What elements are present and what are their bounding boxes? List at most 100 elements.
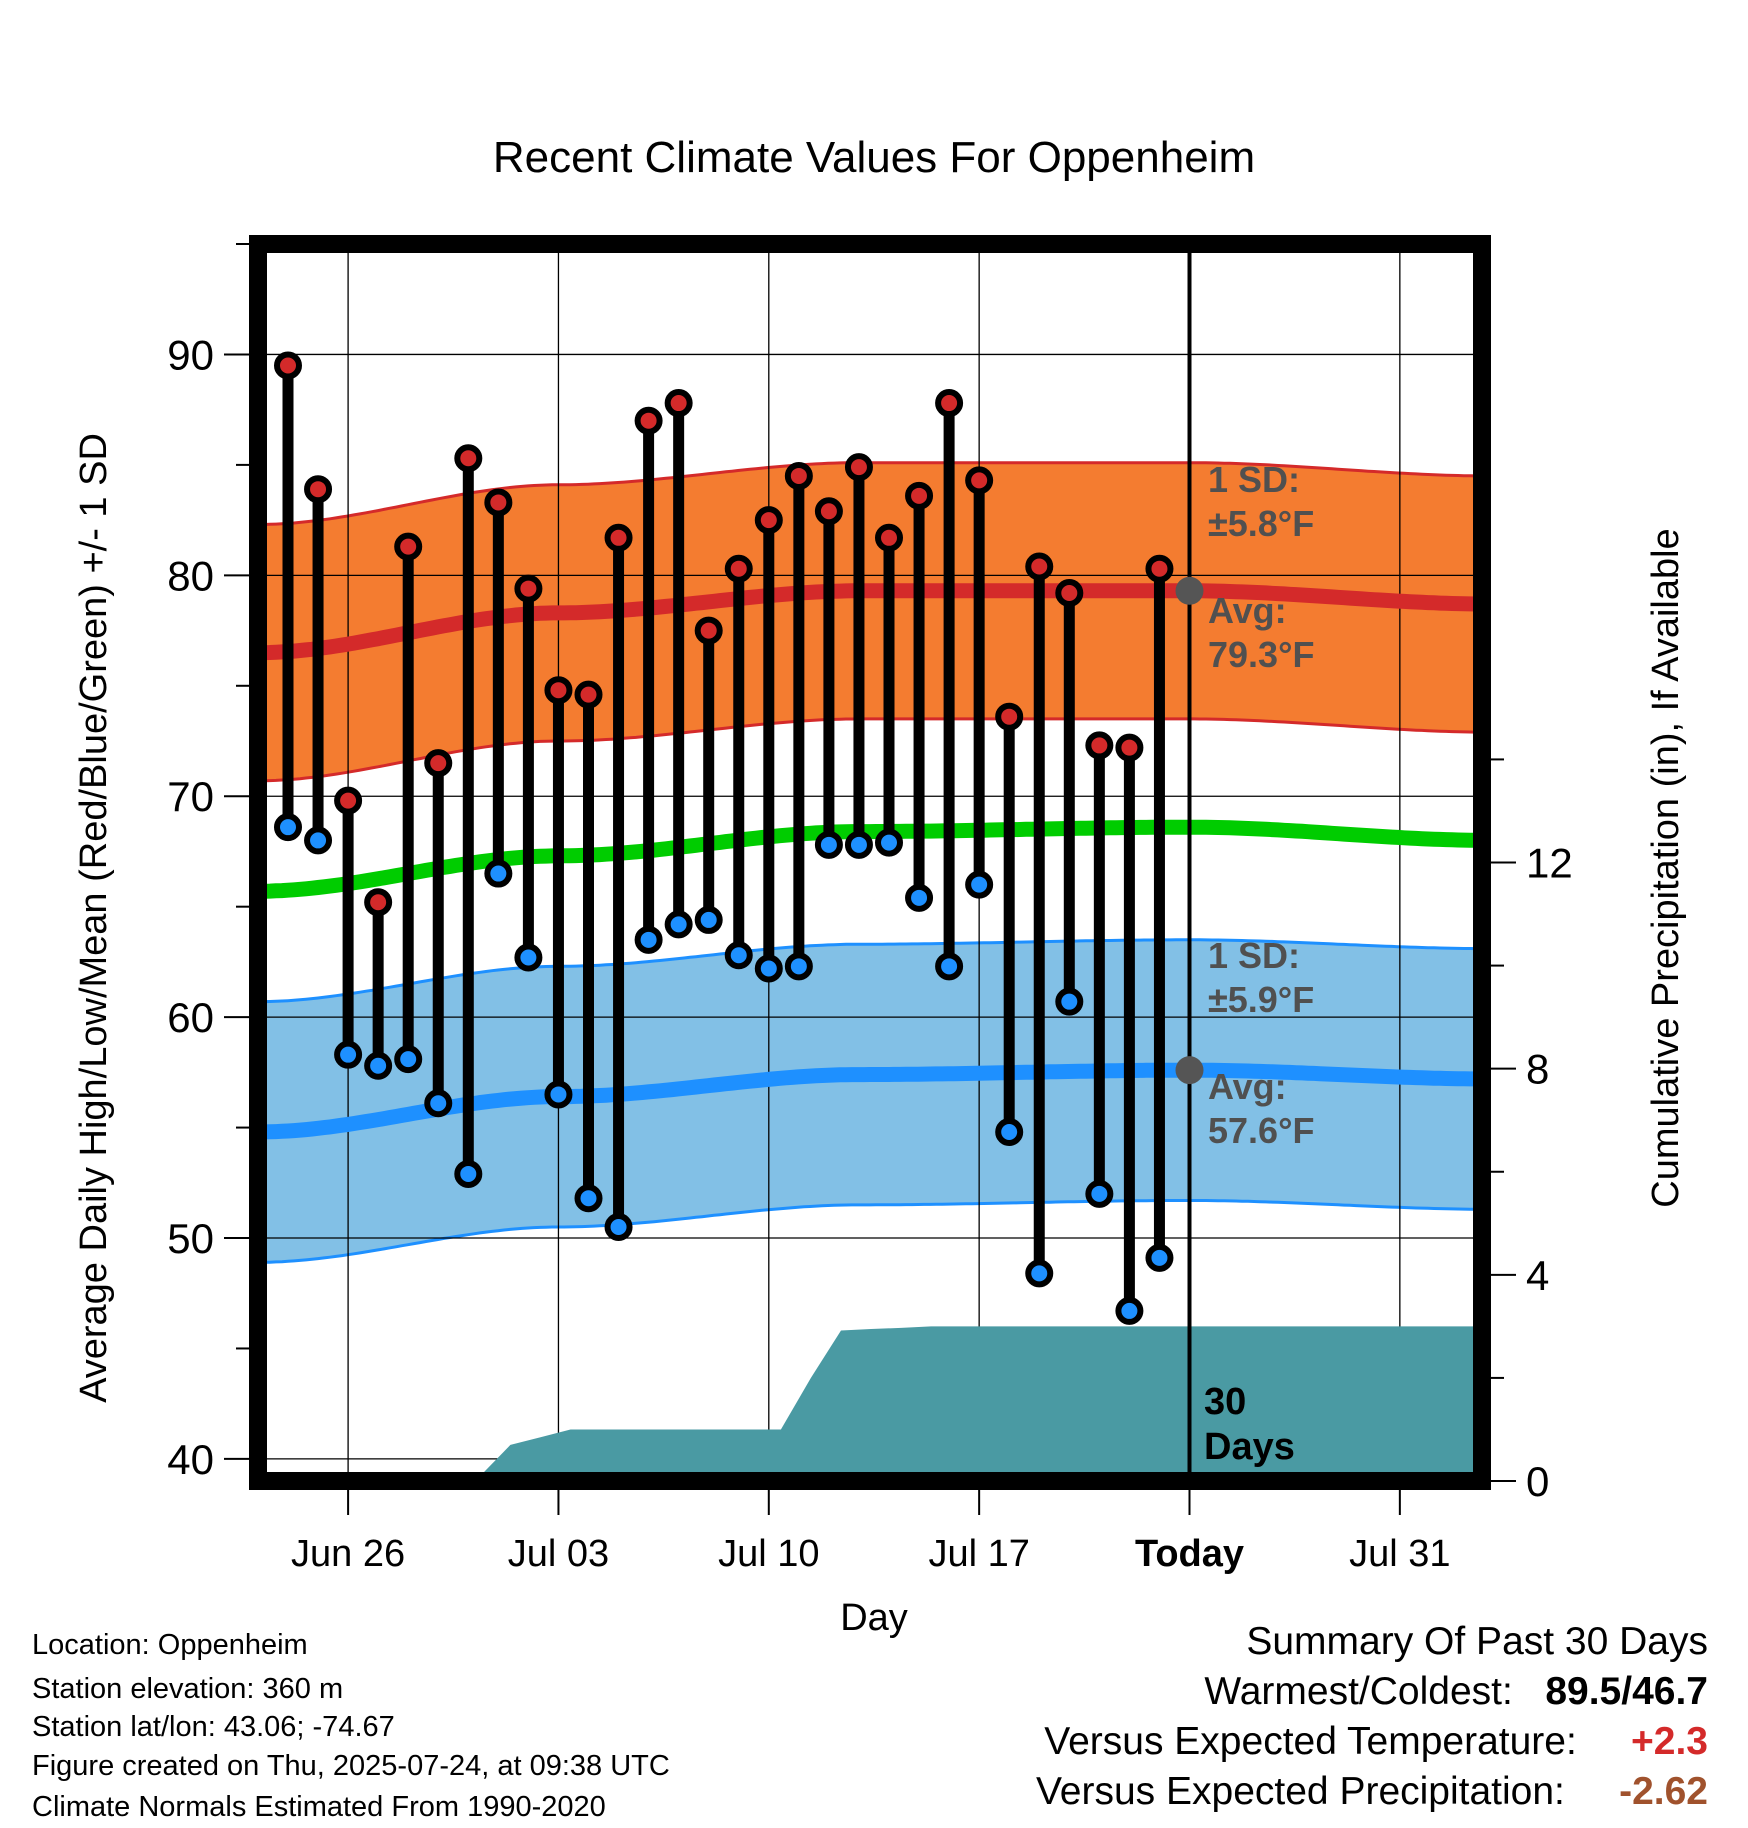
today-low-avg-dot xyxy=(1175,1056,1204,1085)
low-sd-label: 1 SD: xyxy=(1208,935,1300,976)
created-text: Figure created on Thu, 2025-07-24, at 09… xyxy=(32,1750,670,1782)
precipitation-area xyxy=(258,1326,1482,1481)
daily-low-point-19 xyxy=(844,830,873,859)
y-axis-right-label: Cumulative Precipitation (in), If Availa… xyxy=(1645,528,1687,1207)
daily-low-point-4 xyxy=(394,1045,423,1074)
daily-high-point-24 xyxy=(995,702,1024,731)
daily-low-point-7 xyxy=(484,859,513,888)
high-sd-band-lower-edge xyxy=(257,717,1482,783)
x-tick-label-0: Jun 26 xyxy=(291,1533,405,1575)
daily-high-point-13 xyxy=(664,389,693,418)
daily-high-point-26 xyxy=(1055,579,1084,608)
precip-days-label: Days xyxy=(1204,1426,1295,1468)
warm-cold-separator: / xyxy=(1621,1670,1633,1713)
normal-mean-line xyxy=(258,819,1483,899)
high-sd-label: 1 SD: xyxy=(1208,459,1300,500)
daily-high-point-21 xyxy=(905,481,934,510)
low-avg-label: Avg: xyxy=(1208,1066,1287,1107)
daily-high-point-12 xyxy=(634,406,663,435)
daily-high-point-9 xyxy=(544,676,573,705)
summary-precip: Versus Expected Precipitation: -2.62 xyxy=(1036,1770,1708,1814)
y-tick-label-2: 60 xyxy=(167,994,214,1041)
y-tick-label-4: 80 xyxy=(167,552,214,599)
daily-range-bars xyxy=(282,365,1165,1311)
precip-annotation: 30 Days xyxy=(1204,1381,1295,1468)
high-avg-label: Avg: xyxy=(1208,590,1287,631)
daily-high-point-15 xyxy=(724,554,753,583)
daily-low-point-18 xyxy=(814,830,843,859)
daily-points xyxy=(274,351,1174,1325)
y-tick-label-1: 50 xyxy=(167,1215,214,1262)
y-right-tick-label-0: 0 xyxy=(1526,1458,1549,1505)
daily-high-point-28 xyxy=(1115,733,1144,762)
y-axis-label: Average Daily High/Low/Mean (Red/Blue/Gr… xyxy=(73,433,115,1403)
daily-low-point-29 xyxy=(1145,1243,1174,1272)
daily-low-point-28 xyxy=(1115,1296,1144,1325)
daily-low-point-11 xyxy=(604,1212,633,1241)
today-line xyxy=(1175,244,1204,1481)
daily-low-point-24 xyxy=(995,1117,1024,1146)
plot-frame xyxy=(249,235,1491,1490)
temp-value: +2.3 xyxy=(1631,1720,1708,1763)
daily-high-point-16 xyxy=(754,506,783,535)
daily-high-point-17 xyxy=(784,461,813,490)
daily-low-point-26 xyxy=(1055,987,1084,1016)
y-right-tick-label-2: 8 xyxy=(1526,1046,1549,1093)
low-sd-value: ±5.9°F xyxy=(1208,979,1314,1020)
y-tick-label-0: 40 xyxy=(167,1436,214,1483)
daily-high-point-4 xyxy=(394,532,423,561)
y-tick-label-3: 70 xyxy=(167,773,214,820)
summary-temp: Versus Expected Temperature: +2.3 xyxy=(1044,1720,1708,1764)
low-sd-band-upper-edge xyxy=(257,938,1482,1004)
daily-high-point-7 xyxy=(484,488,513,517)
latlon-text: Station lat/lon: 43.06; -74.67 xyxy=(32,1711,395,1743)
daily-low-point-6 xyxy=(454,1159,483,1188)
daily-high-point-27 xyxy=(1085,731,1114,760)
x-tick-label-4: Today xyxy=(1135,1533,1244,1575)
daily-low-point-3 xyxy=(364,1051,393,1080)
low-sd-band-lower-edge xyxy=(258,1199,1483,1264)
daily-low-point-25 xyxy=(1025,1259,1054,1288)
daily-high-point-23 xyxy=(965,466,994,495)
daily-high-point-25 xyxy=(1025,552,1054,581)
elevation-text: Station elevation: 360 m xyxy=(32,1673,344,1705)
precip-value: -2.62 xyxy=(1619,1770,1708,1813)
daily-low-point-12 xyxy=(634,925,663,954)
high-avg-value: 79.3°F xyxy=(1208,634,1314,675)
daily-low-point-8 xyxy=(514,943,543,972)
x-tick-label-2: Jul 10 xyxy=(718,1533,819,1575)
daily-high-point-1 xyxy=(304,475,333,504)
axis-ticks: 40 50 60 70 80 90 0 4 8 12 Jun 26 Jul 03 Jul 10 Jul 1… xyxy=(167,243,1573,1575)
daily-high-point-14 xyxy=(694,616,723,645)
x-tick-label-3: Jul 17 xyxy=(928,1533,1029,1575)
daily-high-point-22 xyxy=(935,389,964,418)
high-sd-value: ±5.8°F xyxy=(1208,503,1314,544)
x-tick-label-1: Jul 03 xyxy=(508,1533,609,1575)
daily-low-point-27 xyxy=(1085,1179,1114,1208)
daily-high-point-0 xyxy=(274,351,302,380)
daily-low-point-0 xyxy=(274,813,302,842)
daily-low-point-9 xyxy=(544,1080,573,1109)
daily-low-point-1 xyxy=(304,826,333,855)
y-right-tick-label-3: 12 xyxy=(1526,840,1573,887)
daily-low-point-21 xyxy=(905,883,934,912)
normals-text: Climate Normals Estimated From 1990-2020 xyxy=(32,1791,606,1823)
daily-low-point-10 xyxy=(574,1184,603,1213)
normal-low-line xyxy=(257,1062,1483,1140)
annotations: 1 SD: ±5.8°F Avg: 79.3°F 1 SD: ±5.9°F Av… xyxy=(1208,459,1314,1151)
daily-low-point-13 xyxy=(664,910,693,939)
y-tick-label-5: 90 xyxy=(167,331,214,378)
y-right-tick-label-1: 4 xyxy=(1526,1252,1549,1299)
temp-label: Versus Expected Temperature: xyxy=(1044,1720,1577,1763)
precip-days-number: 30 xyxy=(1204,1381,1246,1423)
daily-high-point-2 xyxy=(334,786,363,815)
normal-high-line xyxy=(257,583,1482,661)
low-avg-value: 57.6°F xyxy=(1208,1110,1314,1151)
daily-high-point-6 xyxy=(454,444,483,473)
daily-low-point-22 xyxy=(935,952,964,981)
precip-fill xyxy=(258,1326,1482,1481)
today-high-avg-dot xyxy=(1175,576,1204,605)
daily-high-point-11 xyxy=(604,523,633,552)
normal-lines xyxy=(257,583,1483,1140)
